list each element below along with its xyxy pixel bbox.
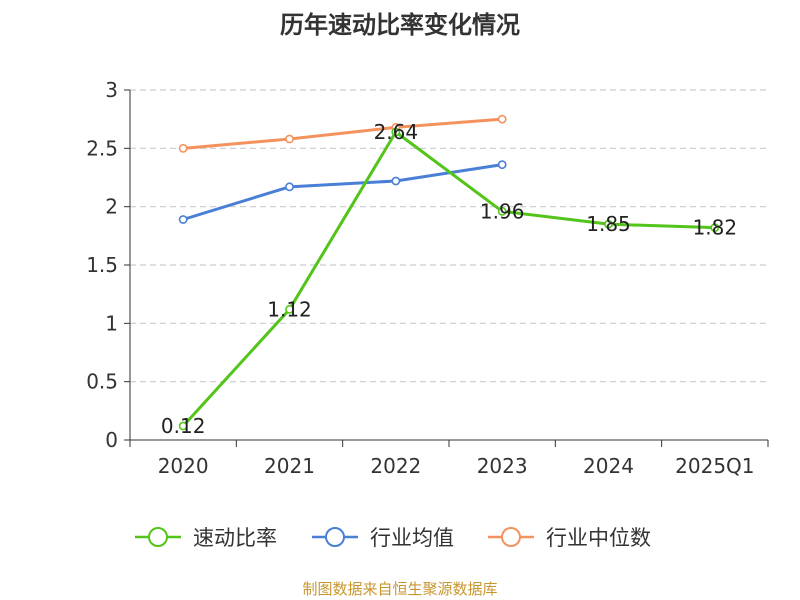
legend-marker — [501, 527, 521, 547]
data-point[interactable] — [497, 160, 507, 170]
legend-marker — [148, 527, 168, 547]
y-tick-label: 2 — [105, 195, 118, 219]
data-point[interactable] — [178, 421, 188, 431]
data-label: 1.85 — [586, 212, 631, 236]
y-tick-label: 0.5 — [86, 370, 118, 394]
legend-marker — [325, 527, 345, 547]
x-tick-label: 2020 — [158, 454, 209, 478]
series-line-0 — [182, 130, 715, 428]
data-point[interactable] — [285, 182, 294, 192]
x-tick-label: 2024 — [583, 454, 634, 478]
data-label: 1.82 — [693, 216, 738, 240]
data-point[interactable] — [710, 223, 720, 233]
y-tick-label: 2.5 — [86, 136, 118, 160]
axes: 0 0.5 1 1.5 2 2.5 3 2020 2021 2022 2023 2024 2025Q1 — [86, 78, 769, 478]
series-line-2 — [183, 117, 503, 150]
series-line-1 — [182, 163, 503, 221]
grid — [130, 89, 768, 383]
legend-label: 行业均值 — [370, 526, 454, 550]
source-note: 制图数据来自恒生聚源数据库 — [302, 580, 497, 598]
x-tick-label: 2021 — [264, 454, 315, 478]
y-tick-label: 1.5 — [86, 253, 118, 277]
x-tick-label: 2023 — [477, 454, 528, 478]
y-tick-label: 3 — [105, 78, 118, 102]
data-labels: 0.12 1.12 2.64 1.96 1.85 1.82 — [161, 120, 737, 438]
y-tick-label: 1 — [105, 311, 118, 335]
data-point[interactable] — [178, 143, 188, 153]
legend-item-2[interactable]: 行业中位数 — [488, 526, 651, 550]
legend-label: 速动比率 — [193, 526, 277, 550]
data-point[interactable] — [285, 304, 294, 314]
data-point[interactable] — [285, 134, 294, 144]
data-point[interactable] — [604, 219, 613, 229]
x-tick-label: 2022 — [370, 454, 421, 478]
data-label: 2.64 — [374, 120, 419, 144]
legend-label: 行业中位数 — [546, 526, 651, 550]
chart-title: 历年速动比率变化情况 — [280, 11, 520, 39]
data-point[interactable] — [497, 114, 507, 124]
data-point[interactable] — [391, 176, 401, 186]
y-tick-label: 0 — [105, 428, 118, 452]
x-tick-label: 2025Q1 — [675, 454, 754, 478]
data-label: 0.12 — [161, 414, 206, 438]
data-label: 1.96 — [480, 199, 525, 223]
data-point[interactable] — [391, 127, 401, 137]
data-point[interactable] — [178, 215, 188, 224]
series-layer — [178, 114, 720, 431]
legend-item-0[interactable]: 速动比率 — [135, 526, 277, 550]
data-label: 1.12 — [267, 297, 312, 321]
legend[interactable]: 速动比率 行业均值 行业中位数 — [135, 526, 651, 550]
data-point[interactable] — [497, 206, 507, 216]
legend-item-1[interactable]: 行业均值 — [312, 526, 454, 550]
